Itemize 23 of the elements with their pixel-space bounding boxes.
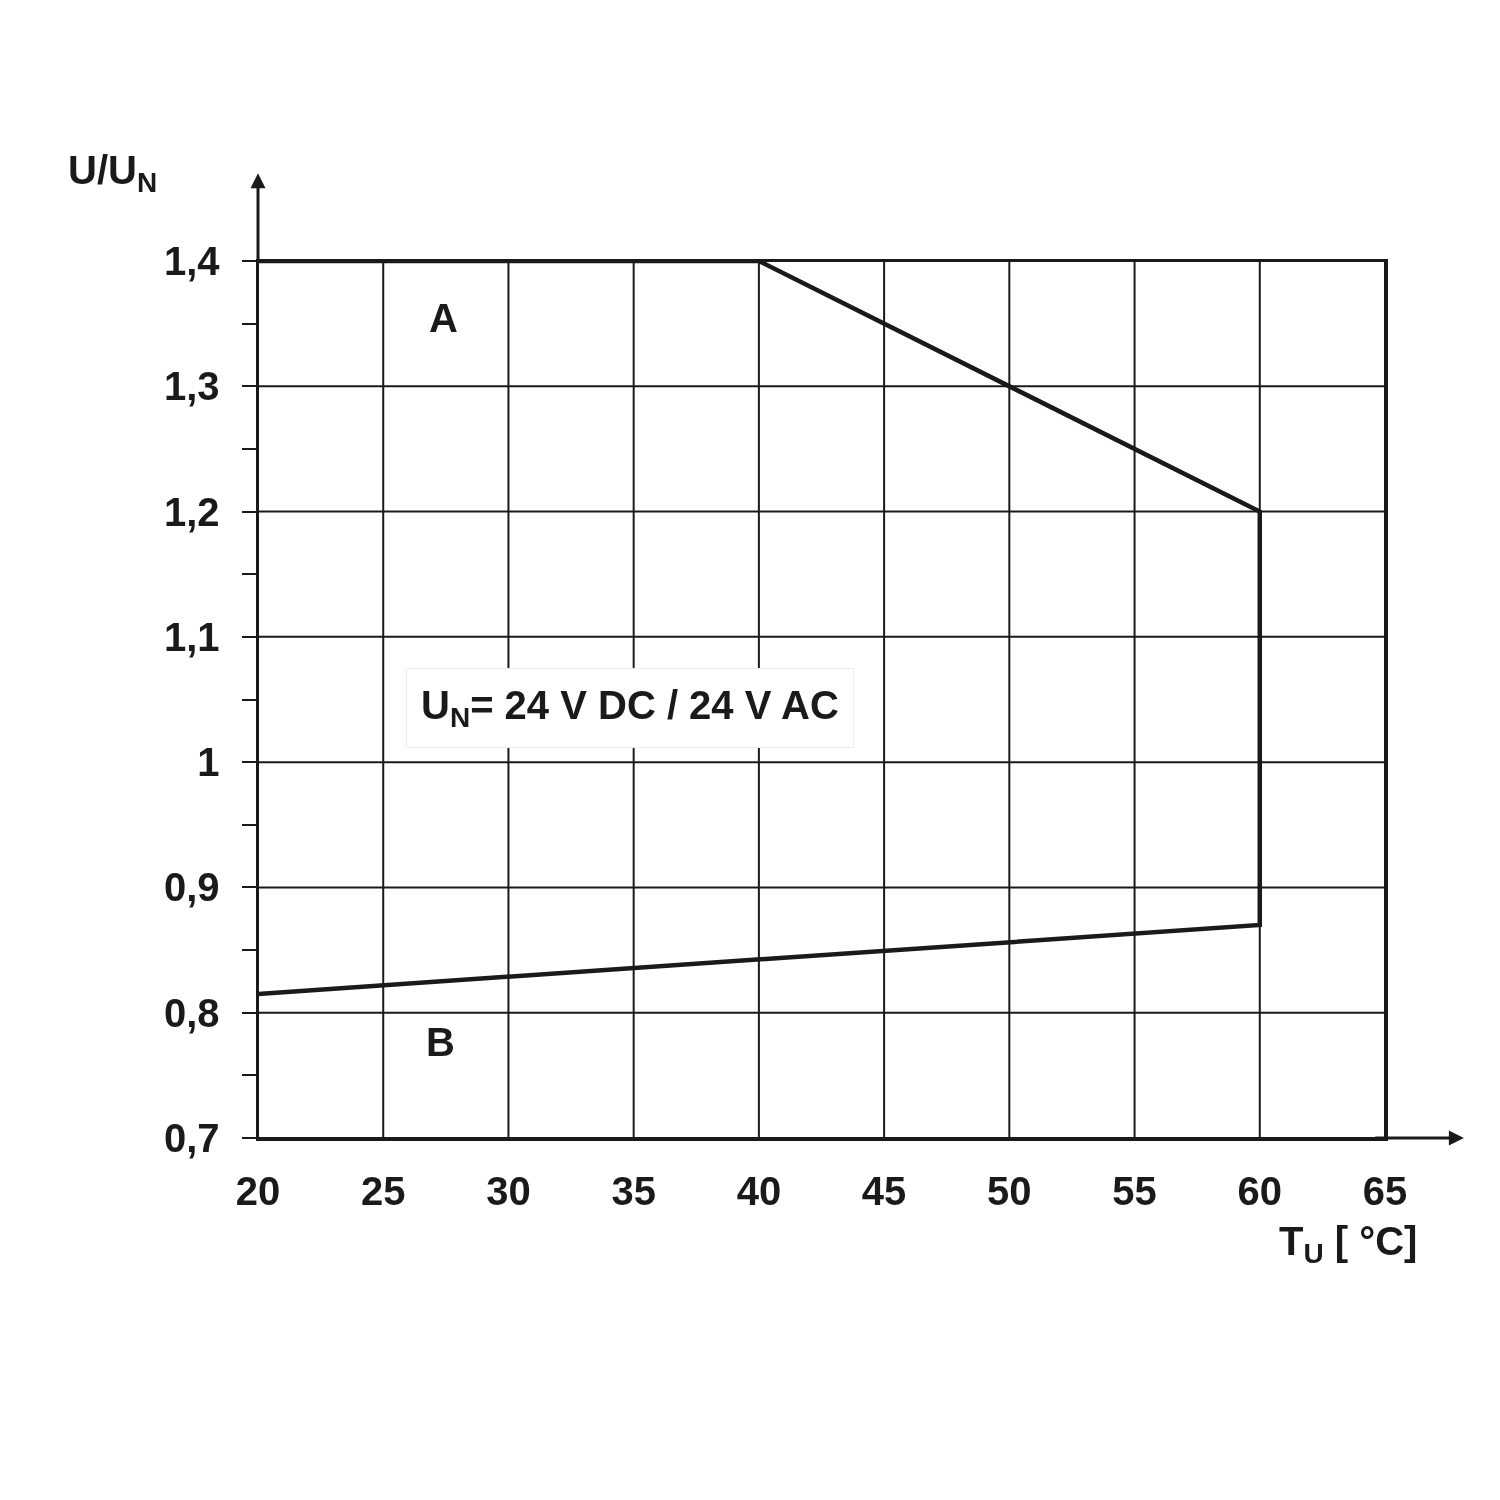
y-tick-label: 1,1: [163, 614, 220, 659]
x-tick-label: 40: [736, 1168, 782, 1213]
x-tick-label: 35: [611, 1168, 656, 1213]
y-axis-title: U/U$_{N}$: [68, 148, 158, 199]
y-tick-label: 0,7: [163, 1116, 220, 1160]
x-tick-label: 20: [235, 1168, 281, 1213]
x-tick-label: 65: [1362, 1168, 1408, 1213]
y-tick-label: 0,8: [163, 990, 220, 1035]
x-tick-label: 30: [486, 1168, 531, 1213]
x-tick-label: 55: [1112, 1168, 1157, 1213]
y-tick-label: 1: [197, 740, 220, 785]
annotation: B: [426, 1020, 455, 1064]
annotation: U$_{N}$= 24 V DC / 24 V AC: [421, 683, 839, 734]
y-tick-label: 0,9: [163, 865, 220, 910]
x-tick-label: 60: [1237, 1168, 1283, 1213]
y-tick-label: 1,2: [163, 489, 220, 534]
y-tick-label: 1,3: [163, 364, 220, 409]
y-tick-label: 1,4: [163, 239, 221, 283]
x-tick-label: 50: [987, 1168, 1032, 1213]
x-tick-label: 45: [861, 1168, 907, 1213]
x-axis-title: T$_{U}$ [ °C]: [1279, 1219, 1418, 1270]
x-tick-label: 25: [360, 1168, 406, 1213]
annotation: A: [429, 296, 458, 340]
